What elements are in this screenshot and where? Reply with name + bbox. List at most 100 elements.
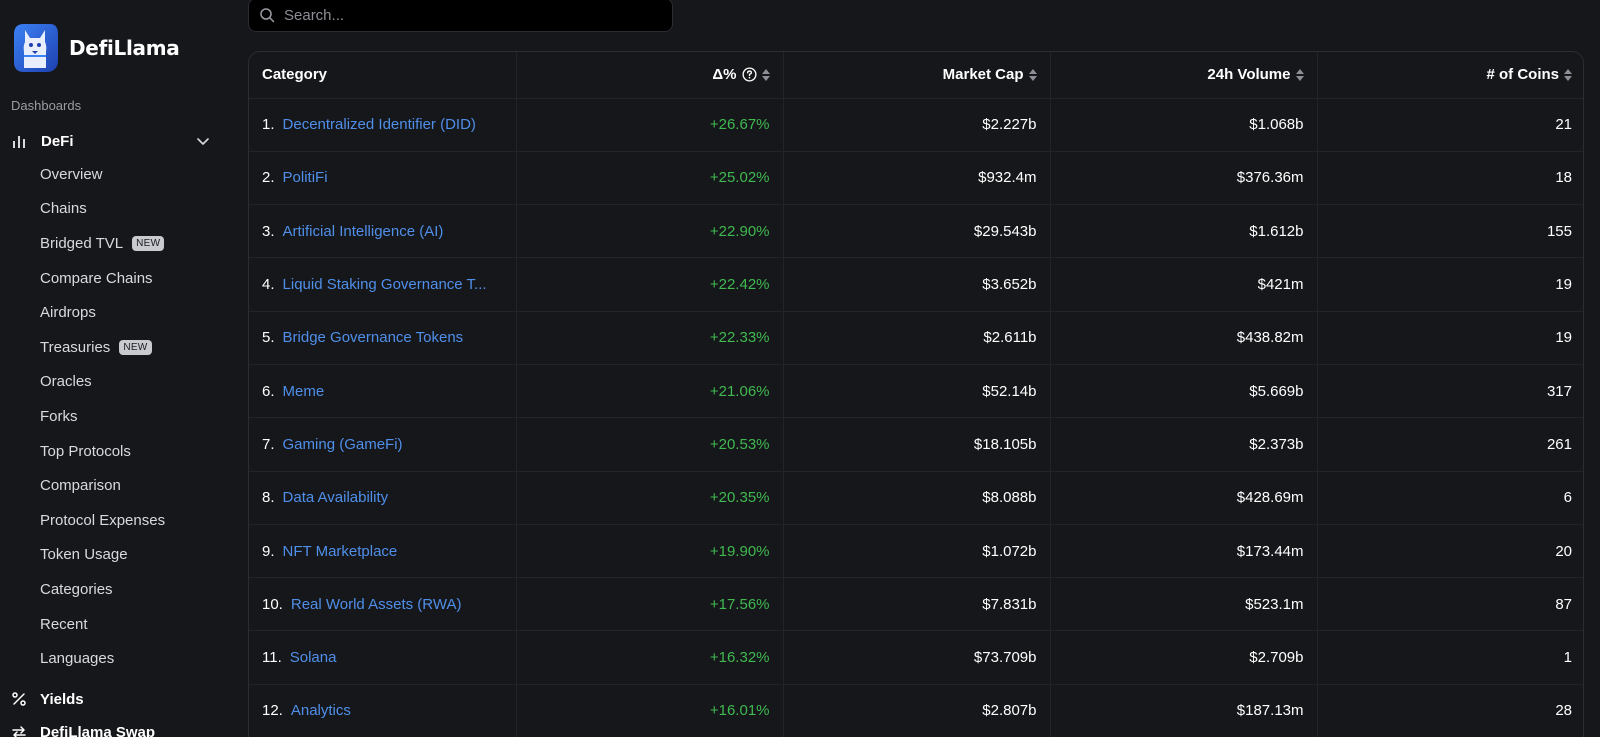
cell-coins: 28 (1317, 684, 1583, 737)
cell-market-cap: $932.4m (783, 151, 1051, 206)
table-row: 4. Liquid Staking Governance T... +22.42%… (249, 257, 1583, 312)
column-header-label: 24h Volume (1207, 66, 1291, 84)
cell-category: 4. Liquid Staking Governance T... (249, 257, 517, 312)
cell-coins: 317 (1317, 364, 1583, 419)
sidebar-group-label: DeFi (41, 132, 74, 150)
cell-change: +17.56% (516, 577, 784, 632)
category-link[interactable]: Data Availability (282, 489, 389, 507)
row-rank: 5. (262, 329, 275, 347)
sort-icon[interactable] (761, 68, 770, 81)
column-header-label: Category (262, 66, 328, 84)
cell-volume: $173.44m (1050, 524, 1318, 579)
sidebar-item-forks[interactable]: Forks (40, 399, 165, 434)
cell-coins: 155 (1317, 204, 1583, 259)
row-rank: 7. (262, 435, 275, 453)
sidebar-item-chains[interactable]: Chains (40, 192, 165, 227)
sidebar-item-oracles[interactable]: Oracles (40, 365, 165, 400)
cell-volume: $1.068b (1050, 98, 1318, 152)
row-rank: 12. (262, 702, 283, 720)
table-row: 6. Meme +21.06% $52.14b $5.669b 317 (249, 364, 1583, 419)
cell-volume: $2.373b (1050, 417, 1318, 472)
sidebar-item-comparison[interactable]: Comparison (40, 468, 165, 503)
sidebar-item-categories[interactable]: Categories (40, 572, 165, 607)
table-row: 7. Gaming (GameFi) +20.53% $18.105b $2.37… (249, 417, 1583, 472)
cell-market-cap: $7.831b (783, 577, 1051, 632)
cell-change: +16.32% (516, 630, 784, 685)
row-rank: 2. (262, 169, 275, 187)
cell-coins: 19 (1317, 311, 1583, 365)
sidebar-item-label: Categories (40, 580, 113, 598)
column-header-coins[interactable]: # of Coins (1317, 52, 1583, 99)
table-row: 10. Real World Assets (RWA) +17.56% $7.83… (249, 577, 1583, 632)
sidebar-group-defi[interactable]: DeFi (11, 129, 211, 153)
sidebar-item-overview[interactable]: Overview (40, 157, 165, 192)
sidebar-item-recent[interactable]: Recent (40, 607, 165, 642)
cell-category: 5. Bridge Governance Tokens (249, 311, 517, 365)
column-header-category: Category (249, 52, 517, 99)
sidebar-item-airdrops[interactable]: Airdrops (40, 295, 165, 330)
sidebar-item-compare-chains[interactable]: Compare Chains (40, 261, 165, 296)
chevron-down-icon[interactable] (195, 133, 211, 149)
cell-market-cap: $18.105b (783, 417, 1051, 472)
sort-icon[interactable] (1564, 68, 1572, 81)
logo[interactable]: DefiLlama (10, 20, 180, 76)
sidebar-nav-list: Overview Chains Bridged TVL NEW Compare C… (40, 157, 165, 676)
column-header-24h-volume[interactable]: 24h Volume (1050, 52, 1318, 99)
cell-coins: 87 (1317, 577, 1583, 632)
sort-icon[interactable] (1028, 68, 1037, 81)
percent-icon (12, 692, 26, 706)
cell-volume: $376.36m (1050, 151, 1318, 206)
sidebar-item-bridged-tvl[interactable]: Bridged TVL NEW (40, 226, 165, 261)
cell-market-cap: $2.611b (783, 311, 1051, 365)
row-rank: 3. (262, 222, 275, 240)
sidebar-item-yields[interactable]: Yields (11, 687, 84, 711)
help-circle-icon[interactable] (741, 67, 757, 82)
category-link[interactable]: Liquid Staking Governance T... (282, 276, 487, 294)
cell-coins: 21 (1317, 98, 1583, 152)
new-badge: NEW (132, 235, 165, 251)
table-row: 8. Data Availability +20.35% $8.088b $428… (249, 471, 1583, 525)
sidebar: DefiLlama Dashboards DeFi Overview Chain… (0, 0, 228, 737)
cell-market-cap: $3.652b (783, 257, 1051, 312)
cell-volume: $523.1m (1050, 577, 1318, 632)
table-row: 12. Analytics +16.01% $2.807b $187.13m 28 (249, 684, 1583, 737)
sidebar-item-label: Oracles (40, 373, 92, 391)
sidebar-item-languages[interactable]: Languages (40, 641, 165, 676)
category-link[interactable]: Bridge Governance Tokens (282, 329, 464, 347)
sidebar-item-label: Yields (40, 690, 84, 708)
cell-volume: $438.82m (1050, 311, 1318, 365)
search-bar[interactable] (248, 0, 673, 32)
table-row: 5. Bridge Governance Tokens +22.33% $2.61… (249, 311, 1583, 365)
sidebar-item-top-protocols[interactable]: Top Protocols (40, 434, 165, 469)
sidebar-item-treasuries[interactable]: Treasuries NEW (40, 330, 165, 365)
table-row: 2. PolitiFi +25.02% $932.4m $376.36m 18 (249, 151, 1583, 206)
category-link[interactable]: Artificial Intelligence (AI) (282, 222, 444, 240)
category-link[interactable]: Solana (289, 649, 337, 667)
cell-volume: $421m (1050, 257, 1318, 312)
sidebar-item-label: Forks (40, 407, 78, 425)
column-header-market-cap[interactable]: Market Cap (783, 52, 1051, 99)
category-link[interactable]: NFT Marketplace (282, 542, 398, 560)
category-link[interactable]: Decentralized Identifier (DID) (282, 116, 476, 134)
category-link[interactable]: Gaming (GameFi) (282, 435, 403, 453)
column-header-change[interactable]: Δ% (516, 52, 784, 99)
search-input[interactable] (284, 6, 644, 24)
cell-coins: 20 (1317, 524, 1583, 579)
cell-market-cap: $29.543b (783, 204, 1051, 259)
sort-icon[interactable] (1295, 68, 1304, 81)
category-link[interactable]: PolitiFi (282, 169, 328, 187)
category-link[interactable]: Analytics (290, 702, 351, 720)
category-link[interactable]: Real World Assets (RWA) (290, 595, 462, 613)
sidebar-item-label: Top Protocols (40, 442, 131, 460)
cell-market-cap: $73.709b (783, 630, 1051, 685)
sidebar-item-token-usage[interactable]: Token Usage (40, 538, 165, 573)
cell-volume: $187.13m (1050, 684, 1318, 737)
sidebar-item-protocol-expenses[interactable]: Protocol Expenses (40, 503, 165, 538)
sidebar-item-defillama-swap[interactable]: DefiLlama Swap (11, 720, 155, 737)
cell-coins: 18 (1317, 151, 1583, 206)
section-label-dashboards: Dashboards (11, 98, 82, 113)
sidebar-item-label: DefiLlama Swap (40, 723, 156, 737)
category-link[interactable]: Meme (282, 382, 325, 400)
cell-category: 8. Data Availability (249, 471, 517, 525)
cell-change: +26.67% (516, 98, 784, 152)
